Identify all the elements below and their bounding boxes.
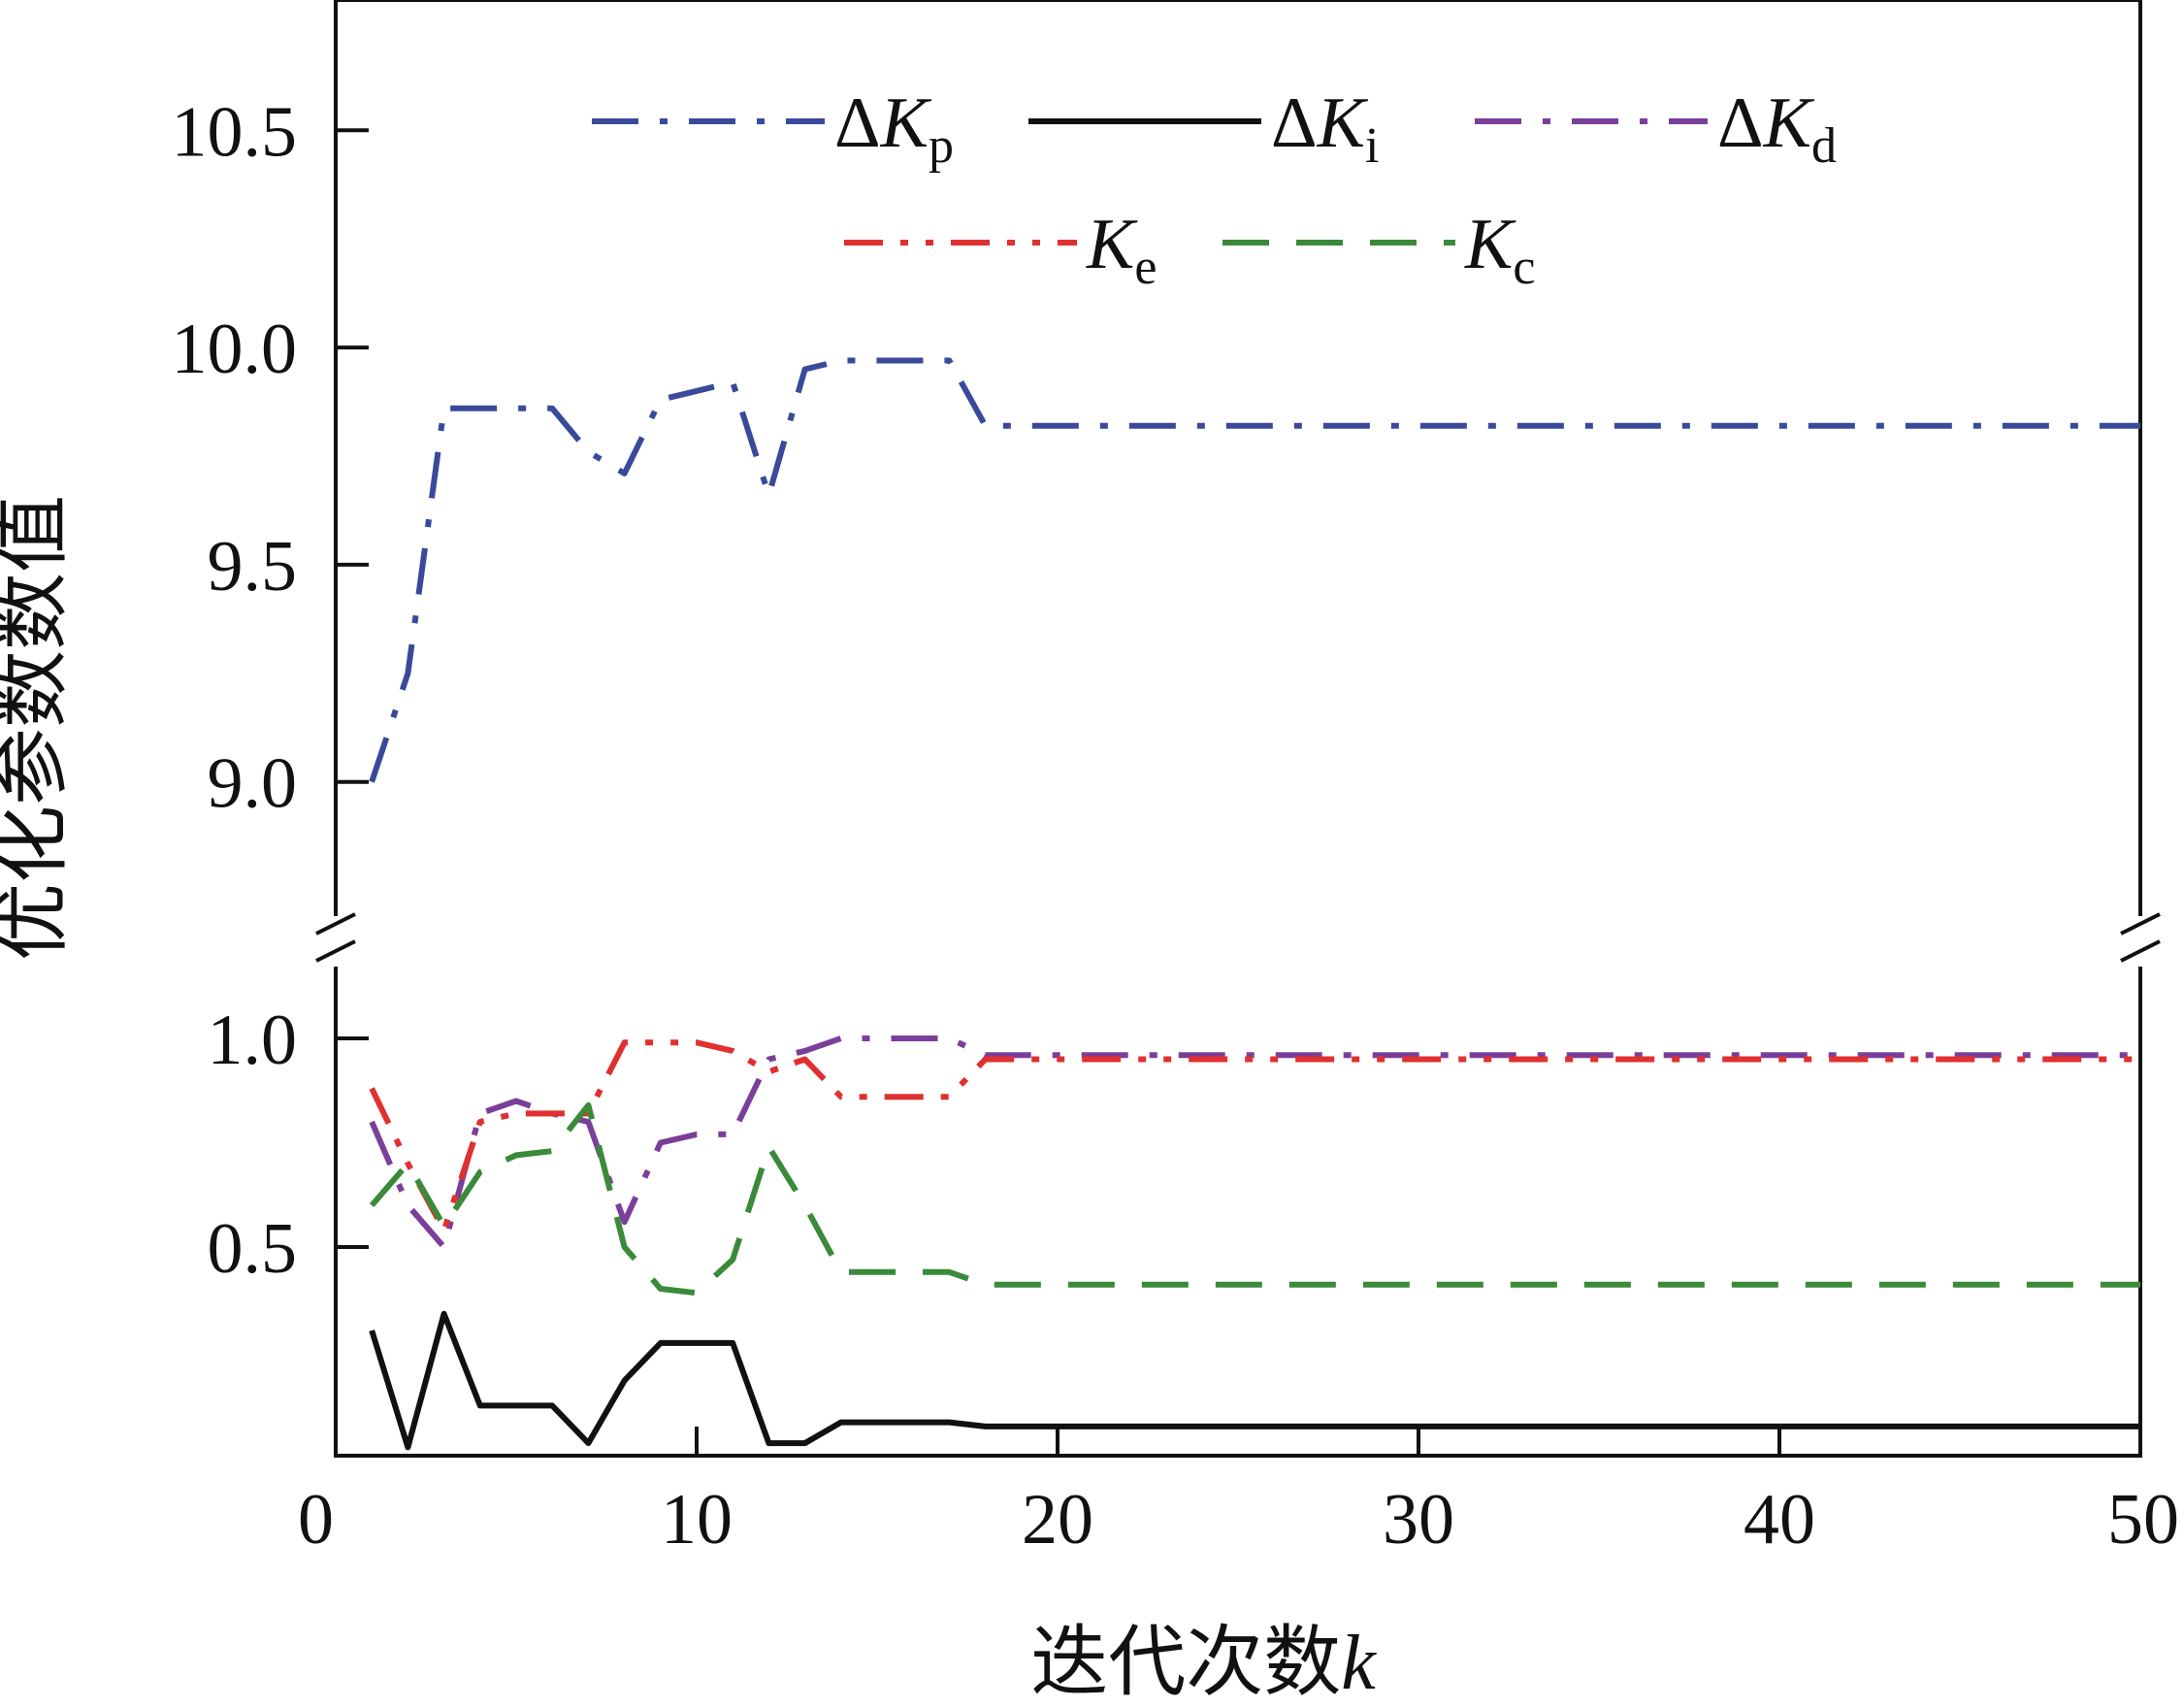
series-layer — [369, 357, 2140, 1451]
y-tick-label: 10.0 — [172, 310, 298, 389]
series-line-Ke — [369, 1039, 2140, 1233]
axis-break-mark-left — [315, 912, 356, 936]
x-tick-label: 10 — [661, 1480, 733, 1560]
legend-label-dKd: ΔKd — [1717, 83, 1837, 174]
plot-frame — [334, 0, 2142, 1458]
axis-break-mark-right — [2120, 939, 2161, 963]
legend: ΔKp ΔKi ΔKd Ke Kc — [592, 83, 1837, 295]
y-axis-title: 优化参数数值 — [0, 495, 77, 961]
series-line-Kc — [369, 1101, 2140, 1297]
y-tick-label: 0.5 — [208, 1209, 298, 1289]
axis-break-mark-left — [315, 939, 356, 963]
legend-label-Ke: Ke — [1086, 205, 1157, 295]
x-tick-label: 30 — [1383, 1480, 1454, 1560]
series-line-dKp — [369, 357, 2140, 783]
y-tick-label: 9.5 — [208, 527, 298, 607]
x-tick-label: 0 — [298, 1480, 334, 1560]
legend-label-Kc: Kc — [1464, 205, 1535, 295]
plot-area — [315, 0, 2161, 1458]
x-tick-label: 40 — [1744, 1480, 1815, 1560]
y-tick-label: 10.5 — [172, 92, 298, 172]
axis-break-mark-right — [2120, 912, 2161, 936]
y-tick-label: 1.0 — [208, 1001, 298, 1080]
y-tick-label: 9.0 — [208, 744, 298, 824]
series-line-dKi — [369, 1310, 2140, 1451]
legend-label-dKp: ΔKp — [834, 83, 954, 174]
x-tick-label: 50 — [2107, 1480, 2179, 1560]
x-axis-title: 迭代次数k — [1030, 1617, 1377, 1707]
legend-label-dKi: ΔKi — [1271, 83, 1379, 174]
series-line-dKd — [369, 1035, 2140, 1250]
tick-layer: 0 10 20 30 40 50 0.5 1.0 9.0 9.5 10.0 10.5 — [172, 92, 2180, 1560]
x-tick-label: 20 — [1022, 1480, 1093, 1560]
